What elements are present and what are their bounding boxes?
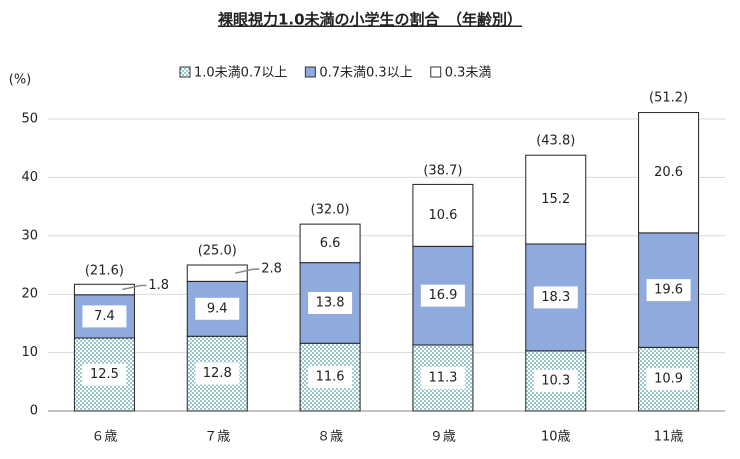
value-label: 10.3 (541, 373, 570, 388)
label-box (646, 279, 691, 302)
legend-swatch (430, 66, 442, 78)
legend-label: 0.3未満 (445, 66, 492, 81)
value-label: 19.6 (654, 283, 683, 298)
legend-swatch (179, 66, 191, 78)
value-label: 11.3 (428, 371, 457, 386)
total-label: (38.7) (423, 163, 462, 178)
label-box (195, 297, 240, 320)
value-label: 13.8 (316, 295, 345, 310)
bar-segment (299, 223, 361, 264)
label-box (308, 291, 353, 314)
value-label: 7.4 (94, 309, 115, 324)
label-box (420, 367, 465, 390)
value-label: 11.6 (316, 370, 345, 385)
leader-line (235, 268, 260, 274)
x-tick-label: ８歳 (317, 430, 343, 445)
y-tick-label: 50 (21, 112, 38, 127)
x-tick-label: 11歳 (654, 430, 684, 445)
chart-title: 裸眼視力1.0未満の小学生の割合 （年齢別） (218, 11, 522, 29)
value-label: 6.6 (320, 236, 341, 251)
y-tick-label: 0 (30, 404, 38, 419)
value-label: 12.8 (203, 366, 232, 381)
value-label: 20.6 (654, 165, 683, 180)
y-tick-label: 10 (21, 345, 38, 360)
bar-segment (525, 154, 587, 245)
label-box (533, 286, 578, 309)
label-box (195, 362, 240, 385)
y-tick-label: 40 (21, 170, 38, 185)
value-label: 12.5 (90, 367, 119, 382)
value-label: 10.9 (654, 372, 683, 387)
value-label: 18.3 (541, 290, 570, 305)
value-label: 15.2 (541, 192, 570, 207)
bar-segment (412, 183, 474, 247)
x-tick-label: ９歳 (430, 430, 456, 445)
value-label: 10.6 (428, 208, 457, 223)
x-tick-label: 10歳 (541, 430, 571, 445)
bar-segment (186, 264, 248, 282)
label-box (82, 305, 127, 328)
label-box (420, 284, 465, 307)
legend-swatch (304, 66, 316, 78)
total-label: (25.0) (198, 244, 237, 259)
legend-label: 0.7未満0.3以上 (319, 66, 412, 81)
label-box (533, 369, 578, 392)
y-tick-label: 20 (21, 287, 38, 302)
value-label: 2.8 (261, 262, 282, 277)
label-box (82, 363, 127, 386)
leader-line (122, 284, 147, 291)
value-label: 1.8 (148, 278, 169, 293)
total-label: (32.0) (311, 203, 350, 218)
value-label: 16.9 (428, 288, 457, 303)
total-label: (21.6) (85, 263, 124, 278)
total-label: (43.8) (536, 134, 575, 149)
value-label: 9.4 (207, 301, 228, 316)
label-box (308, 366, 353, 389)
x-tick-label: ６歳 (91, 430, 117, 445)
bar-segment (638, 112, 700, 234)
legend-label: 1.0未満0.7以上 (194, 66, 287, 81)
total-label: (51.2) (649, 90, 688, 105)
y-tick-label: 30 (21, 228, 38, 243)
label-box (646, 368, 691, 391)
y-axis-label: (%) (9, 73, 32, 88)
bar-segment (73, 283, 135, 296)
x-tick-label: ７歳 (204, 430, 230, 445)
